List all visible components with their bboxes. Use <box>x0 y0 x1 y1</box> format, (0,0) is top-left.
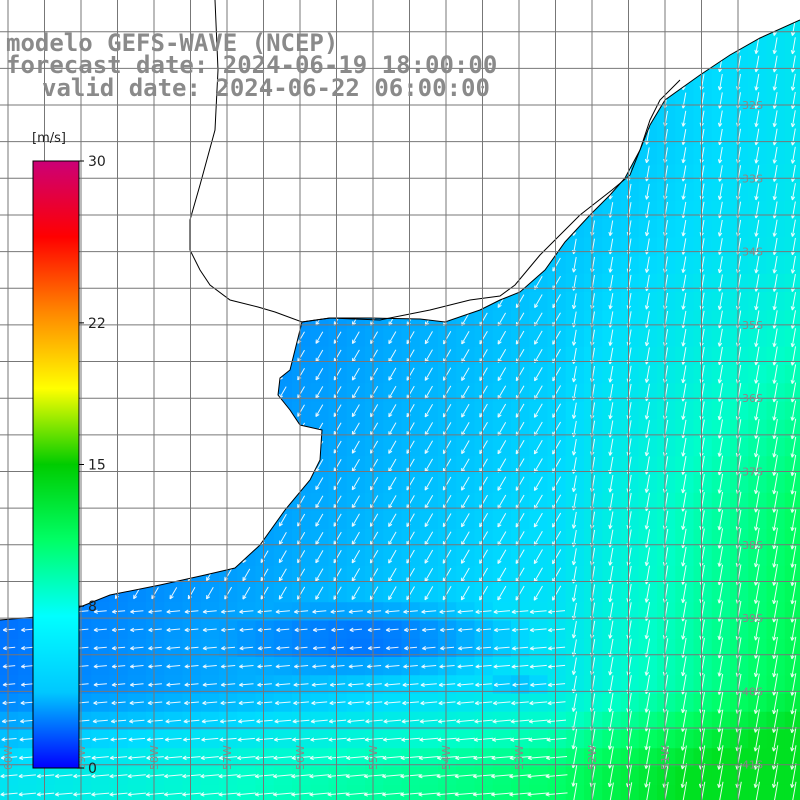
lon-label: 54W <box>440 745 453 770</box>
latitude-labels: 32S 33S 34S 35S 36S 37S 38S 39S 40S 41S <box>742 99 763 772</box>
lat-label: 38S <box>742 539 763 552</box>
lon-label: 57W <box>221 745 234 770</box>
lat-label: 35S <box>742 319 763 332</box>
lat-label: 36S <box>742 392 763 405</box>
lon-label: 51W <box>659 745 672 770</box>
lat-label: 40S <box>742 685 763 698</box>
lat-label: 32S <box>742 99 763 112</box>
colorbar-unit: [m/s] <box>32 131 66 146</box>
lon-label: 52W <box>586 745 599 770</box>
colorbar: 0 8 15 22 30 <box>32 154 106 777</box>
lat-label: 37S <box>742 466 763 479</box>
lat-label: 41S <box>742 759 763 772</box>
lon-label: 56W <box>294 745 307 770</box>
land-mask <box>0 0 800 620</box>
lat-label: 34S <box>742 246 763 259</box>
longitude-labels: 60W 59W 58W 57W 56W 55W 54W 53W 52W 51W <box>2 745 672 770</box>
lon-label: 60W <box>2 745 15 770</box>
colorbar-tick-label: 8 <box>88 599 97 615</box>
lon-label: 53W <box>513 745 526 770</box>
colorbar-scale <box>32 160 80 769</box>
colorbar-tick-label: 0 <box>88 761 97 777</box>
colorbar-tick-label: 15 <box>88 458 106 474</box>
colorbar-tick-label: 22 <box>88 316 106 332</box>
colorbar-tick-label: 30 <box>88 154 106 170</box>
lat-label: 39S <box>742 612 763 625</box>
lat-label: 33S <box>742 172 763 185</box>
lon-label: 55W <box>367 745 380 770</box>
lon-label: 58W <box>148 745 161 770</box>
